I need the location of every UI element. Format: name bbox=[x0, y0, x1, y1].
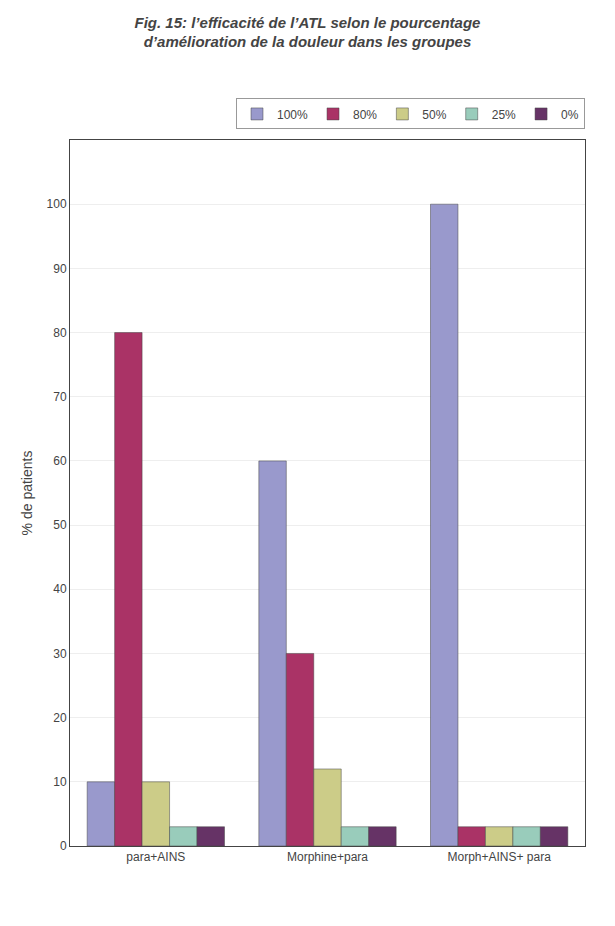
svg-text:50: 50 bbox=[53, 518, 67, 532]
svg-text:Fig. 15: l’efficacité de l’ATL: Fig. 15: l’efficacité de l’ATL selon le … bbox=[135, 14, 481, 51]
svg-text:0%: 0% bbox=[561, 108, 579, 122]
svg-text:Morph+AINS+ para: Morph+AINS+ para bbox=[447, 850, 551, 864]
svg-text:80%: 80% bbox=[353, 108, 377, 122]
svg-text:100%: 100% bbox=[277, 108, 308, 122]
svg-text:90: 90 bbox=[53, 262, 67, 276]
svg-text:50%: 50% bbox=[422, 108, 446, 122]
svg-text:40: 40 bbox=[53, 582, 67, 596]
svg-text:10: 10 bbox=[53, 775, 67, 789]
svg-text:25%: 25% bbox=[492, 108, 516, 122]
svg-text:80: 80 bbox=[53, 326, 67, 340]
svg-text:para+AINS: para+AINS bbox=[126, 850, 185, 864]
svg-text:70: 70 bbox=[53, 390, 67, 404]
svg-text:60: 60 bbox=[53, 454, 67, 468]
svg-text:30: 30 bbox=[53, 647, 67, 661]
svg-text:% de patients: % de patients bbox=[19, 451, 35, 536]
svg-text:100: 100 bbox=[47, 197, 67, 211]
svg-text:20: 20 bbox=[53, 711, 67, 725]
svg-text:0: 0 bbox=[60, 839, 67, 853]
svg-text:Morphine+para: Morphine+para bbox=[287, 850, 368, 864]
